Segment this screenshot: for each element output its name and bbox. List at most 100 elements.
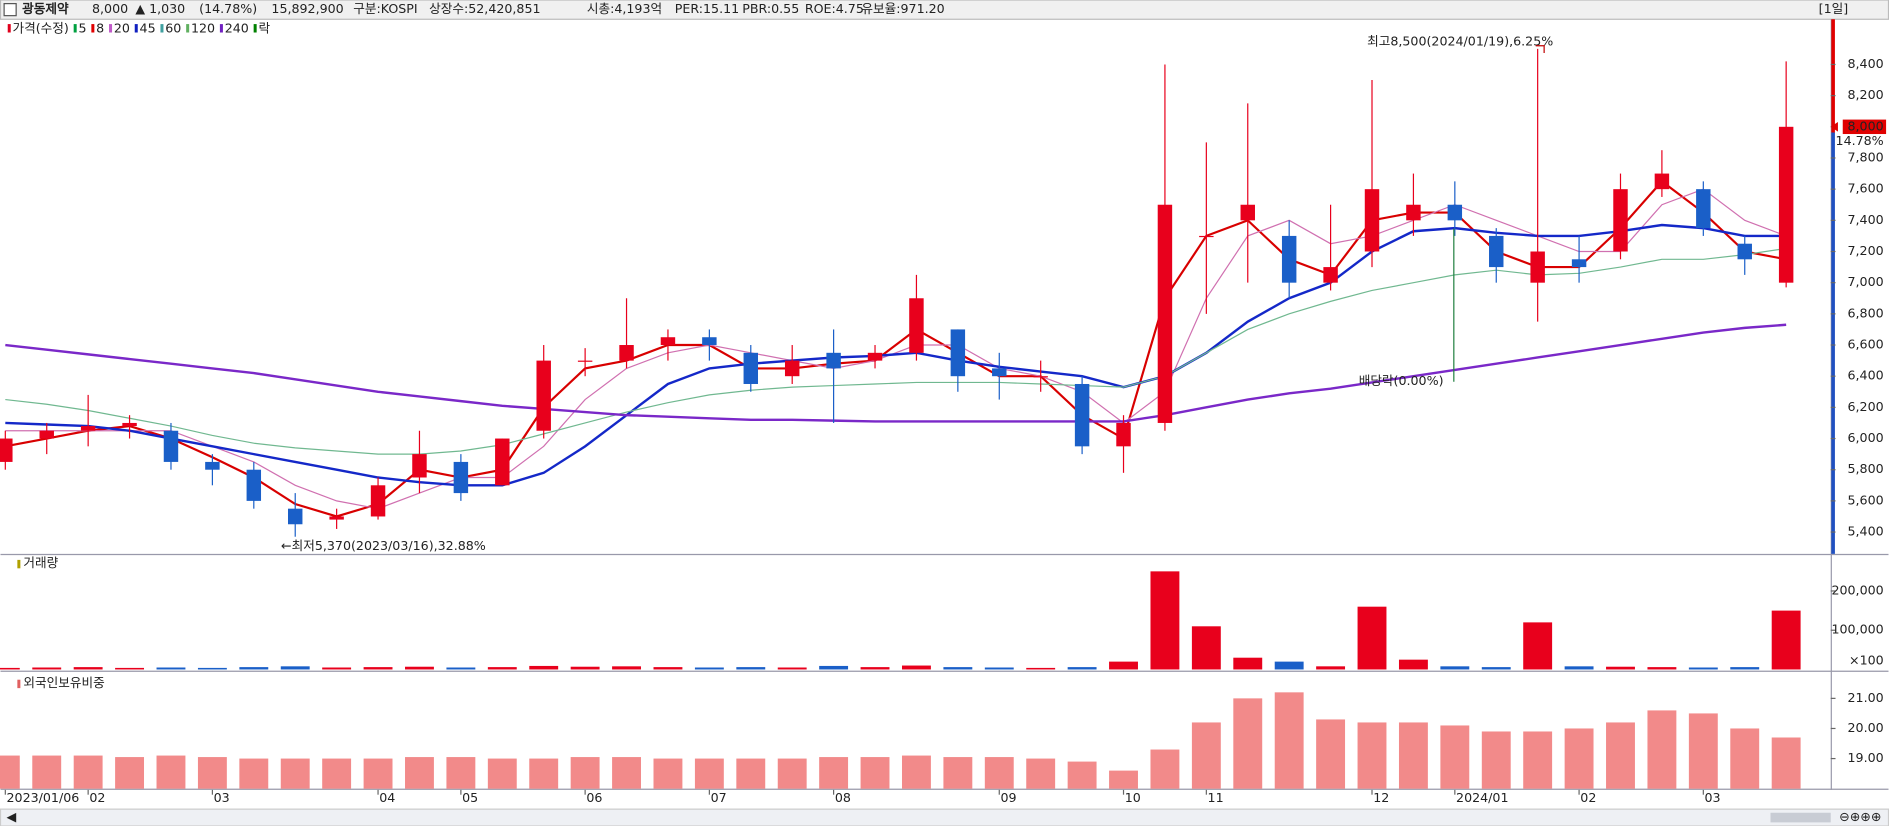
bar: [115, 757, 145, 789]
candle-body: [1737, 243, 1752, 260]
bar: [1109, 661, 1138, 670]
header-item: ROE:4.75: [805, 1, 864, 16]
candle-body: [619, 345, 634, 361]
candle-body: [1778, 126, 1794, 283]
bar: [1316, 666, 1346, 670]
bar: [943, 757, 973, 789]
y-tick-label: 8,200: [1848, 87, 1884, 102]
candle-body: [867, 352, 883, 361]
x-tick-label: 06: [586, 790, 602, 805]
candle-body: [1074, 383, 1090, 447]
y-tick-label: 7,600: [1848, 181, 1884, 196]
bar: [1440, 725, 1470, 789]
header-volume: 15,892,900: [271, 1, 343, 16]
header-change: ▲ 1,030: [135, 1, 185, 16]
legend-swatch: [160, 24, 164, 33]
candle-body: [329, 516, 344, 520]
bar: [1771, 737, 1801, 789]
x-tick-label: 2024/01: [1456, 790, 1508, 805]
period-button[interactable]: [1일]: [1819, 1, 1849, 16]
bar: [901, 665, 931, 670]
x-tick-label: 02: [89, 790, 105, 805]
bar: [1150, 571, 1180, 670]
bar: [529, 758, 559, 789]
bar: [1564, 728, 1594, 789]
bar: [1771, 610, 1801, 670]
candle-body: [246, 469, 262, 501]
x-tick-label: 08: [835, 790, 851, 805]
zoom-icons[interactable]: ⊖⊕⊕⊕: [1839, 809, 1881, 824]
bar: [1481, 667, 1511, 670]
scrollbar[interactable]: [0, 808, 1889, 826]
x-tick-label: 10: [1125, 790, 1141, 805]
y-tick-label: 200,000: [1831, 582, 1883, 597]
bar: [73, 667, 103, 670]
x-tick-label: 03: [214, 790, 230, 805]
panel-marker: [17, 559, 21, 569]
scroll-thumb[interactable]: [1770, 812, 1831, 823]
y-tick-label: 7,800: [1848, 149, 1884, 164]
bar: [1026, 667, 1056, 670]
bar: [653, 758, 683, 789]
bar: [1233, 698, 1263, 789]
y-tick-label: 6,400: [1848, 368, 1884, 383]
candle-body: [1116, 422, 1131, 447]
legend-label: 8: [96, 20, 104, 35]
bar: [446, 667, 476, 670]
bar: [115, 667, 145, 670]
bar: [777, 667, 807, 670]
header-item: PER:15.11: [675, 1, 739, 16]
unit-label: ×100: [1849, 653, 1884, 668]
bar: [1357, 722, 1387, 789]
candle-body: [1571, 259, 1587, 268]
header-item: 시총:4,193억: [587, 1, 662, 16]
checkbox[interactable]: [3, 3, 17, 17]
bar: [984, 757, 1014, 789]
panel-title: 외국인보유비중: [23, 675, 104, 690]
candle-body: [660, 337, 676, 346]
candle-body: [0, 438, 13, 462]
candle-body: [702, 337, 717, 346]
candle-body: [743, 352, 759, 384]
candle-body: [370, 485, 386, 517]
x-tick-label: 12: [1373, 790, 1389, 805]
candle-body: [1240, 204, 1255, 221]
moving-average: [5, 247, 1787, 455]
bar: [446, 757, 476, 789]
bar: [280, 666, 310, 670]
x-tick-label: 02: [1580, 790, 1596, 805]
legend-swatch: [73, 24, 77, 33]
bar: [322, 758, 352, 789]
candle-body: [287, 508, 303, 525]
bar: [819, 665, 849, 670]
bar: [156, 755, 186, 789]
bar: [819, 757, 849, 789]
bar: [1647, 667, 1677, 670]
legend-swatch: [219, 24, 223, 33]
bar: [1398, 659, 1428, 670]
y-tick-label: 100,000: [1831, 622, 1883, 637]
bar: [197, 667, 227, 670]
bar: [405, 666, 434, 670]
candle-body: [1199, 235, 1214, 238]
bar: [570, 666, 600, 670]
bar: [32, 667, 62, 670]
scroll-left[interactable]: ◀: [7, 809, 17, 824]
header-item: 구분:KOSPI: [353, 1, 417, 16]
y-tick-label: 7,000: [1848, 274, 1884, 289]
candle-body: [1323, 267, 1338, 283]
bar: [1523, 622, 1553, 670]
bar: [1026, 758, 1056, 789]
legend-swatch: [91, 24, 95, 33]
legend-label: 5: [78, 20, 86, 35]
y-tick-label: 7,400: [1848, 212, 1884, 227]
candle-body: [1364, 189, 1380, 252]
y-tick-label: 20.00: [1848, 720, 1884, 735]
candle-body: [205, 461, 220, 470]
x-tick-label: 11: [1208, 790, 1224, 805]
bar: [901, 755, 931, 789]
bar: [363, 758, 393, 789]
bar: [1191, 722, 1221, 789]
panel-title: 거래량: [23, 555, 58, 570]
candle-body: [163, 430, 179, 462]
